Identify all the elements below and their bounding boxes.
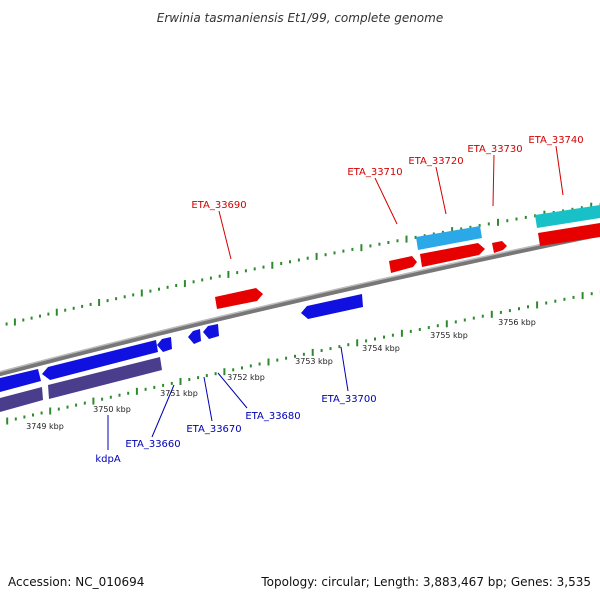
scale-label: 3755 kbp xyxy=(430,331,468,340)
forward-genes xyxy=(215,223,600,309)
gene-kdpa[interactable] xyxy=(42,340,158,380)
gene-eta-33670-a[interactable] xyxy=(188,329,201,344)
gene-label-eta-33680[interactable]: ETA_33680 xyxy=(245,411,300,422)
gene-label-eta-33730[interactable]: ETA_33730 xyxy=(467,144,522,155)
reverse-leaders xyxy=(107,346,349,450)
reverse-other-features xyxy=(0,357,162,412)
gene-label-eta-33670[interactable]: ETA_33670 xyxy=(186,424,241,435)
gene-label-eta-33720[interactable]: ETA_33720 xyxy=(408,156,463,167)
feature-reverse-left[interactable] xyxy=(0,387,43,412)
gene-label-eta-33700[interactable]: ETA_33700 xyxy=(321,394,376,405)
gene-eta-33660[interactable] xyxy=(157,337,172,352)
gene-eta-33700[interactable] xyxy=(301,294,363,319)
gene-label-eta-33690[interactable]: ETA_33690 xyxy=(191,200,246,211)
forward-rna xyxy=(416,205,600,250)
gene-eta-33730[interactable] xyxy=(492,241,507,253)
genome-backbone xyxy=(0,231,600,377)
feature-kdpa-region[interactable] xyxy=(48,357,162,399)
reverse-tick-track xyxy=(6,290,600,425)
scale-label: 3756 kbp xyxy=(498,318,536,327)
forward-leaders xyxy=(218,145,564,260)
gene-eta-33720[interactable] xyxy=(420,243,485,267)
scale-label: 3752 kbp xyxy=(227,373,265,382)
accession-text: Accession: NC_010694 xyxy=(8,575,144,589)
gene-eta-33690[interactable] xyxy=(215,288,263,309)
gene-eta-33670-b[interactable] xyxy=(203,324,219,339)
gene-label-eta-33740[interactable]: ETA_33740 xyxy=(528,135,583,146)
gene-label-eta-33660[interactable]: ETA_33660 xyxy=(125,439,180,450)
scale-label: 3753 kbp xyxy=(295,357,333,366)
reverse-genes xyxy=(0,294,363,392)
scale-label: 3750 kbp xyxy=(93,405,131,414)
scale-label: 3754 kbp xyxy=(362,344,400,353)
gene-label-eta-33710[interactable]: ETA_33710 xyxy=(347,167,402,178)
scale-label: 3749 kbp xyxy=(26,422,64,431)
gene-eta-33740[interactable] xyxy=(538,223,600,246)
genome-summary-text: Topology: circular; Length: 3,883,467 bp… xyxy=(260,575,591,589)
scale-label: 3751 kbp xyxy=(160,389,198,398)
rna-eta-33720[interactable] xyxy=(416,226,482,250)
forward-tick-track xyxy=(5,202,600,326)
reverse-gene-labels: kdpA ETA_33660 ETA_33670 ETA_33680 ETA_3… xyxy=(95,394,376,465)
map-title: Erwinia tasmaniensis Et1/99, complete ge… xyxy=(157,11,443,25)
backbone-highlight xyxy=(0,231,600,373)
gene-label-kdpa[interactable]: kdpA xyxy=(95,454,120,465)
rna-eta-33740[interactable] xyxy=(535,205,600,228)
gene-reverse-left[interactable] xyxy=(0,369,41,392)
scale-labels: 3749 kbp 3750 kbp 3751 kbp 3752 kbp 3753… xyxy=(26,318,536,431)
forward-gene-labels: ETA_33690 ETA_33710 ETA_33720 ETA_33730 … xyxy=(191,135,583,211)
gene-eta-33710[interactable] xyxy=(389,256,417,273)
